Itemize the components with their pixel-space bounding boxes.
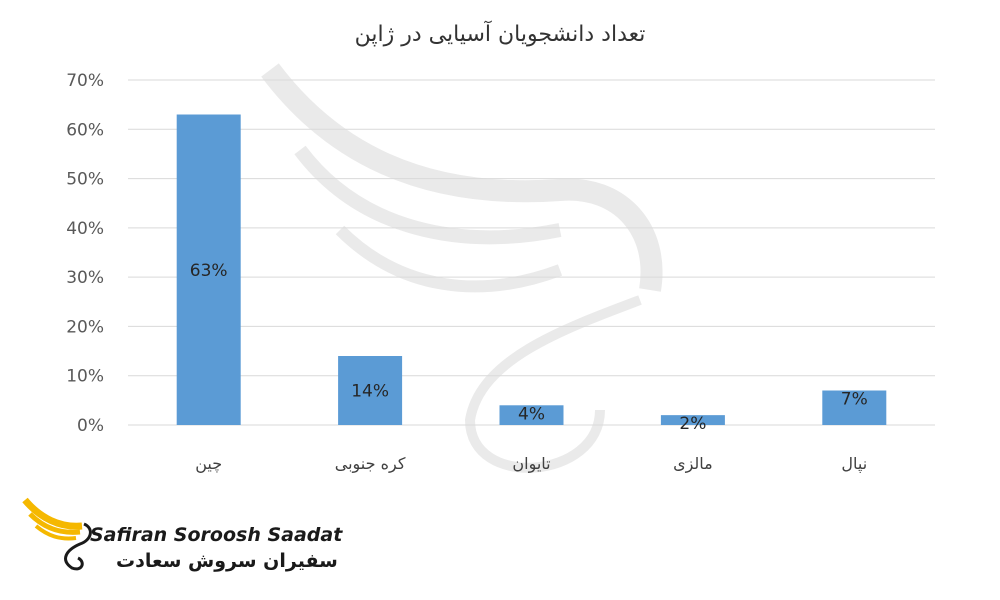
y-tick-label: 70% [66,71,104,91]
y-tick-label: 50% [66,170,104,190]
swan-logo-icon [22,497,92,571]
y-tick-label: 30% [66,268,104,288]
category-labels: چین کره جنوبی تایوان مالزی نپال [195,454,867,474]
bar [660,415,725,425]
logo-text-fa: سفیران سروش سعادت [116,550,338,572]
y-axis-ticks: 0% 10% 20% 30% 40% 50% 60% 70% [66,71,104,436]
category-label: تایوان [512,454,550,474]
y-tick-label: 60% [66,120,104,140]
company-logo: Safiran Soroosh Saadat سفیران سروش سعادت [20,488,342,588]
y-tick-label: 20% [66,317,104,337]
data-label: 7% [841,390,868,410]
category-label: کره جنوبی [335,454,406,474]
data-label: 14% [351,382,389,402]
bar [822,390,887,425]
y-tick-label: 10% [66,367,104,387]
y-tick-label: 40% [66,219,104,239]
watermark-swan-icon [261,63,663,473]
logo-text-en: Safiran Soroosh Saadat [90,524,343,546]
data-label: 4% [518,404,545,424]
data-labels: 63% 14% 4% 2% 7% [190,261,868,434]
bar [338,356,403,425]
data-label: 2% [679,414,706,434]
category-label: نپال [841,454,867,474]
bars [176,114,887,425]
category-label: چین [195,454,222,474]
y-tick-label: 0% [77,416,104,436]
data-label: 63% [190,261,228,281]
gridlines [128,79,935,426]
category-label: مالزی [673,454,713,474]
bar [499,405,564,425]
bar [176,114,241,425]
chart-title: تعداد دانشجویان آسیایی در ژاپن [355,20,646,47]
